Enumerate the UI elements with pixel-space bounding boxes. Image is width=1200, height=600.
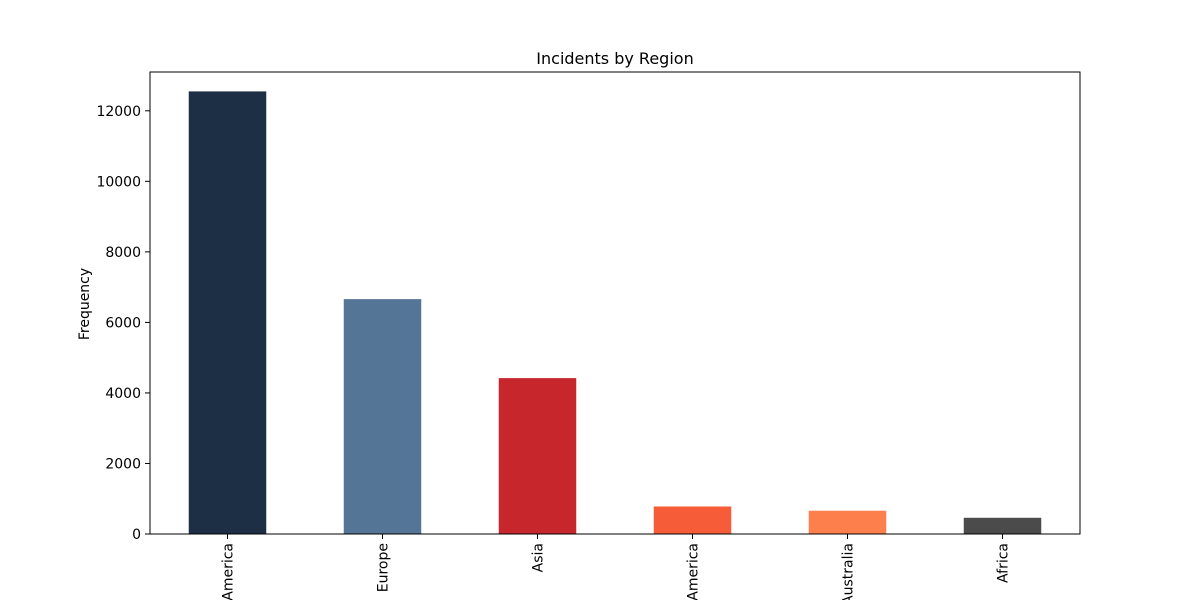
bar [188,91,267,535]
x-tick-label: America [686,543,702,600]
y-tick-label: 12000 [96,104,141,120]
x-tick-label: Africa [996,543,1012,583]
y-tick-label: 0 [132,527,141,543]
x-tick-label: Europe [376,543,392,592]
y-tick-label: 8000 [105,245,141,261]
y-tick-label: 6000 [105,315,141,331]
y-tick-label: 10000 [96,174,141,190]
y-tick-label: 4000 [105,386,141,402]
x-tick-label: Australia [841,543,857,600]
bar [808,510,887,534]
plot-area: 0 2000 4000 6000 8000 10000 12000 America Europe… [96,71,1081,600]
bar [498,378,577,534]
x-tick-label: America [221,543,237,600]
bar [343,299,422,534]
x-tick-label: Asia [531,543,547,572]
y-tick-label: 2000 [105,456,141,472]
bar [963,517,1042,534]
plot-frame [149,71,1081,535]
y-axis-label: Frequency [77,268,93,340]
chart-title: Incidents by Region [536,49,693,68]
bar [653,506,732,534]
